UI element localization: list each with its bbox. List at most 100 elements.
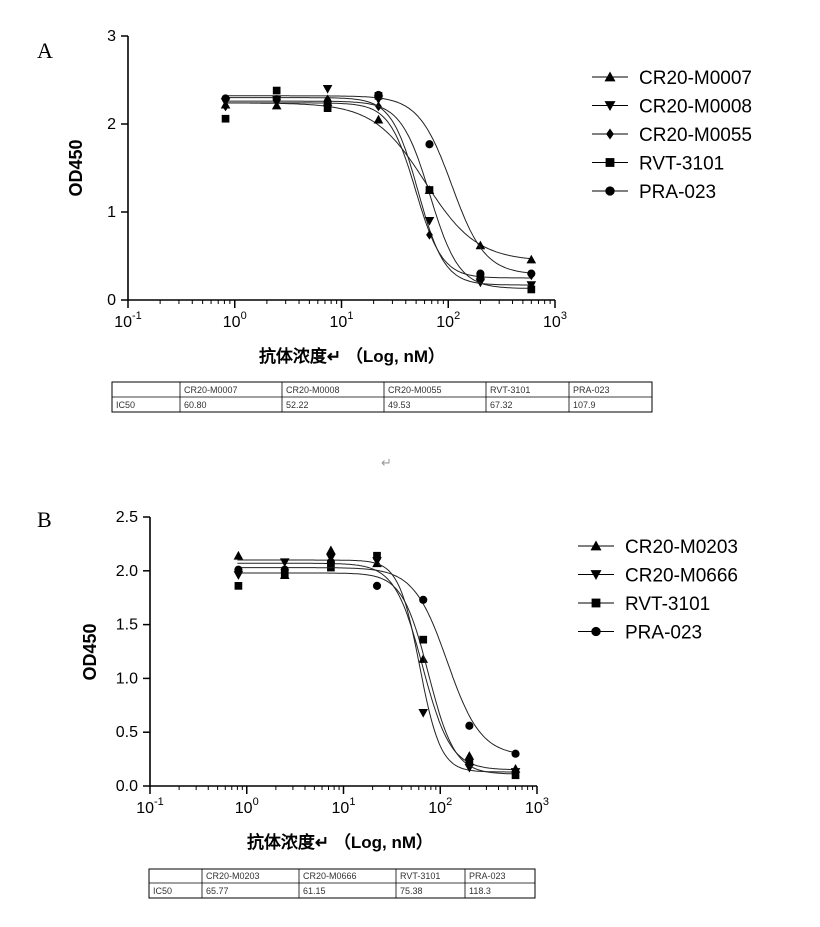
data-point-pra-023 bbox=[425, 140, 433, 148]
x-tick-label: 10-1 bbox=[136, 796, 164, 817]
data-point-pra-023 bbox=[374, 91, 382, 99]
legend-marker bbox=[605, 101, 616, 111]
table-value-cell: 65.77 bbox=[206, 886, 229, 896]
data-point-rvt-3101 bbox=[466, 758, 474, 766]
y-tick-label: 0.5 bbox=[116, 724, 138, 741]
table-value-cell: 107.9 bbox=[573, 400, 596, 410]
table-header-cell: RVT-3101 bbox=[400, 871, 440, 881]
legend-label: CR20-M0007 bbox=[639, 68, 752, 89]
data-point-rvt-3101 bbox=[419, 636, 427, 644]
legend-marker bbox=[591, 627, 600, 636]
data-point-rvt-3101 bbox=[222, 115, 230, 123]
data-point-cr20-m0203 bbox=[326, 546, 336, 555]
data-point-pra-023 bbox=[373, 582, 381, 590]
fit-curve-rvt-3101 bbox=[237, 573, 515, 774]
legend-marker bbox=[605, 72, 616, 82]
data-point-pra-023 bbox=[465, 722, 473, 730]
stray-return-mark: ↵ bbox=[381, 456, 392, 471]
x-axis-label: 抗体浓度↵ （Log, nM） bbox=[247, 832, 433, 852]
data-point-pra-023 bbox=[527, 270, 535, 278]
x-tick-label: 10-1 bbox=[114, 310, 142, 331]
y-tick-label: 1.0 bbox=[116, 670, 138, 687]
chart-panel-a: 012310-1100101102103OD450抗体浓度↵ （Log, nM）… bbox=[66, 28, 752, 412]
legend-label: RVT-3101 bbox=[639, 154, 724, 175]
y-tick-label: 1.5 bbox=[116, 617, 138, 634]
x-tick-label: 101 bbox=[330, 310, 354, 331]
data-point-cr20-m0203 bbox=[465, 751, 475, 760]
y-tick-label: 2.0 bbox=[116, 563, 138, 580]
x-tick-label: 103 bbox=[543, 310, 567, 331]
table-header-cell: PRA-023 bbox=[469, 871, 506, 881]
table-value-cell: 60.80 bbox=[184, 400, 207, 410]
data-point-pra-023 bbox=[324, 98, 332, 106]
panel-letter-a: A bbox=[37, 38, 53, 63]
legend-label: CR20-M0055 bbox=[639, 125, 752, 146]
y-axis-label: OD450 bbox=[66, 139, 86, 196]
y-tick-label: 1 bbox=[107, 204, 116, 221]
legend-label: CR20-M0666 bbox=[625, 566, 738, 587]
chart-panel-b: 0.0 0.5 1.0 1.5 2.0 2.5 10-1 100 101 102 103 OD450 抗… bbox=[80, 509, 738, 898]
data-point-pra-023 bbox=[419, 596, 427, 604]
data-point-pra-023 bbox=[476, 270, 484, 278]
legend-marker bbox=[606, 158, 615, 167]
legend-marker bbox=[606, 129, 614, 140]
fit-curve-pra-023 bbox=[237, 568, 515, 753]
x-tick-label: 100 bbox=[235, 796, 259, 817]
legend-marker bbox=[605, 186, 614, 195]
data-point-rvt-3101 bbox=[273, 87, 281, 95]
table-header-cell: CR20-M0055 bbox=[388, 385, 442, 395]
x-tick-label: 101 bbox=[332, 796, 356, 817]
legend-marker bbox=[591, 570, 602, 580]
table-value-cell: IC50 bbox=[153, 886, 172, 896]
data-point-pra-023 bbox=[273, 95, 281, 103]
data-point-rvt-3101 bbox=[235, 582, 243, 590]
x-tick-label: 100 bbox=[223, 310, 247, 331]
table-header-cell: CR20-M0666 bbox=[303, 871, 357, 881]
data-point-pra-023 bbox=[327, 558, 335, 566]
x-tick-label: 103 bbox=[525, 796, 549, 817]
table-value-cell: 49.53 bbox=[388, 400, 411, 410]
fit-curve-cr20-m0008 bbox=[224, 98, 531, 285]
legend-label: CR20-M0008 bbox=[639, 97, 752, 118]
data-point-rvt-3101 bbox=[373, 552, 381, 560]
data-point-pra-023 bbox=[281, 566, 289, 574]
table-value-cell: 75.38 bbox=[400, 886, 423, 896]
legend-label: RVT-3101 bbox=[625, 594, 710, 615]
data-point-cr20-m0008 bbox=[323, 85, 333, 94]
y-tick-label: 2.5 bbox=[116, 509, 138, 526]
data-point-pra-023 bbox=[234, 566, 242, 574]
table-value-cell: IC50 bbox=[116, 400, 135, 410]
data-point-cr20-m0666 bbox=[418, 709, 428, 718]
table-value-cell: 118.3 bbox=[469, 886, 491, 896]
y-axis-label: OD450 bbox=[80, 623, 100, 680]
data-point-rvt-3101 bbox=[512, 771, 520, 779]
x-tick-label: 102 bbox=[428, 796, 452, 817]
data-point-rvt-3101 bbox=[426, 186, 434, 194]
table-value-cell: 52.22 bbox=[286, 400, 309, 410]
y-tick-label: 0.0 bbox=[116, 778, 138, 795]
data-point-pra-023 bbox=[511, 750, 519, 758]
fit-curve-cr20-m0203 bbox=[237, 563, 515, 769]
fit-curve-cr20-m0055 bbox=[224, 103, 531, 278]
fit-curve-cr20-m0666 bbox=[237, 560, 515, 772]
table-value-cell: 61.15 bbox=[303, 886, 326, 896]
panel-letter-b: B bbox=[37, 507, 52, 532]
data-point-pra-023 bbox=[221, 94, 229, 102]
y-tick-label: 2 bbox=[107, 116, 116, 133]
data-point-rvt-3101 bbox=[527, 286, 535, 294]
x-axis-label: 抗体浓度↵ （Log, nM） bbox=[259, 346, 445, 366]
data-point-cr20-m0007 bbox=[527, 255, 537, 264]
data-point-cr20-m0203 bbox=[234, 551, 244, 560]
legend-label: PRA-023 bbox=[639, 182, 716, 203]
table-header-cell: CR20-M0007 bbox=[184, 385, 238, 395]
fit-curve-rvt-3101 bbox=[224, 101, 531, 288]
table-header-cell: CR20-M0203 bbox=[206, 871, 260, 881]
y-tick-label: 0 bbox=[107, 292, 116, 309]
table-header-cell: CR20-M0008 bbox=[286, 385, 340, 395]
table-header-cell: PRA-023 bbox=[573, 385, 610, 395]
legend-label: CR20-M0203 bbox=[625, 537, 738, 558]
legend-label: PRA-023 bbox=[625, 623, 702, 644]
fit-curve-cr20-m0007 bbox=[224, 103, 531, 259]
table-header-cell: RVT-3101 bbox=[490, 385, 530, 395]
